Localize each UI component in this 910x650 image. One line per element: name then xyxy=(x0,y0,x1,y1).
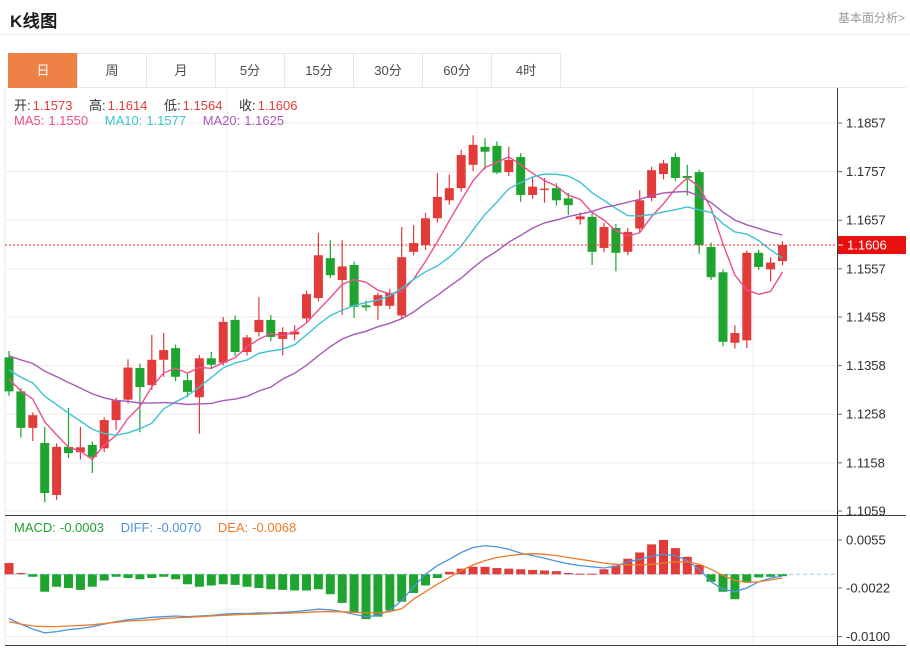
ma-lines xyxy=(8,155,784,461)
widget-header: K线图 基本面分析> xyxy=(0,0,910,35)
price-tick-label: 1.1458 xyxy=(846,310,886,325)
current-price-badge: 1.1606 xyxy=(838,236,906,255)
macd-tick-label: -0.0022 xyxy=(846,580,890,595)
grid-lines xyxy=(4,88,837,645)
period-tab-5[interactable]: 15分 xyxy=(284,53,354,88)
period-tab-6[interactable]: 30分 xyxy=(353,53,423,88)
page-title: K线图 xyxy=(10,12,58,31)
diff-line xyxy=(8,544,783,634)
macd-lines xyxy=(8,544,783,634)
period-tabbar: 日周月 5分 15分 30分 60分 4时 xyxy=(8,53,906,88)
price-tick-label: 1.1358 xyxy=(846,358,886,373)
price-tick-label: 1.1757 xyxy=(846,164,886,179)
tabbar-filler xyxy=(561,53,906,88)
candles-layer xyxy=(4,135,787,503)
macd-tick-label: 0.0055 xyxy=(846,533,886,548)
period-tab-3[interactable]: 月 xyxy=(146,53,216,88)
price-tick-label: 1.1258 xyxy=(846,407,886,422)
price-tick-label: 1.1857 xyxy=(846,116,886,131)
fundamental-analysis-link[interactable]: 基本面分析> xyxy=(837,11,905,25)
ma10-line xyxy=(8,173,783,436)
price-tick-label: 1.1557 xyxy=(846,261,886,276)
period-tab-4[interactable]: 5分 xyxy=(215,53,285,88)
macd-histogram xyxy=(4,540,787,620)
price-tick-label: 1.1657 xyxy=(846,213,886,228)
period-tab-8[interactable]: 4时 xyxy=(491,53,561,88)
price-tick-label: 1.1158 xyxy=(846,455,885,470)
ma20-line xyxy=(8,190,783,406)
period-tab-7[interactable]: 60分 xyxy=(422,53,492,88)
price-axis-labels: 1.1857 1.1757 1.1657 1.1557 1.1458 1.1358 1.12… xyxy=(837,116,890,644)
chart-frame xyxy=(5,88,906,646)
macd-tick-label: -0.0100 xyxy=(846,629,890,644)
current-price-label: 1.1606 xyxy=(847,238,887,253)
price-tick-label: 1.1059 xyxy=(846,504,886,519)
period-tab-2[interactable]: 周 xyxy=(77,53,147,88)
dea-line xyxy=(8,553,783,628)
